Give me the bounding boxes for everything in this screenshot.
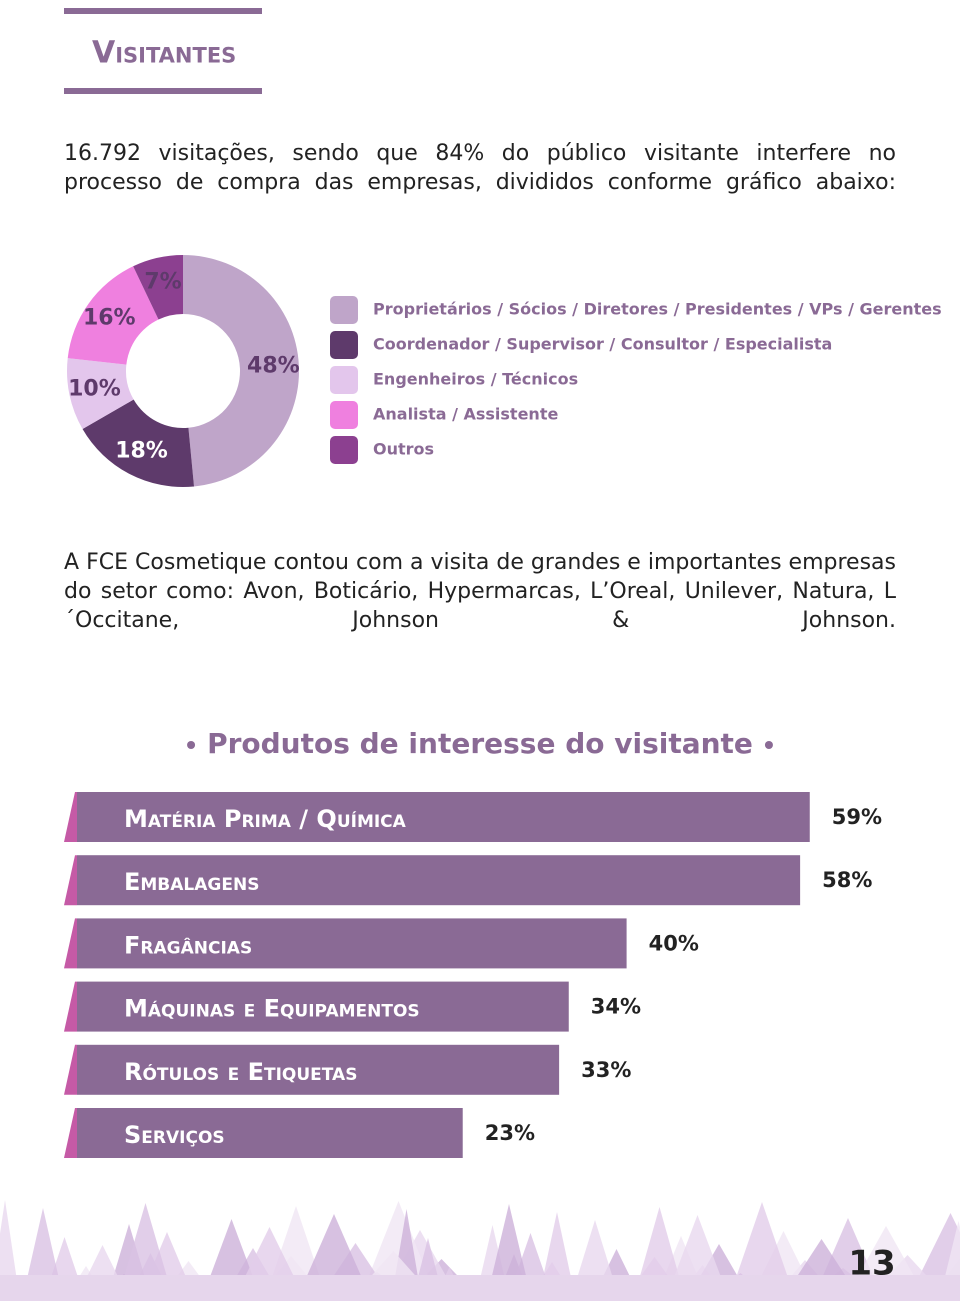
bar-accent [64,792,77,842]
bar [77,855,801,906]
rule [64,8,262,14]
legend-swatch [330,366,358,394]
bar-accent [64,918,77,969]
legend-swatch [330,296,358,324]
bar-accent [64,1108,77,1158]
legend-label: Analista / Assistente [373,405,558,424]
bar [77,918,627,969]
bar-label: Embalagens [124,868,259,896]
value-label: 34% [591,995,641,1019]
slice-label: 16% [83,306,136,331]
bar [77,981,569,1032]
bar-accent [64,981,77,1032]
rule [64,88,262,94]
bullet [764,741,773,749]
page-number: 13 [848,1244,895,1284]
legend-label: Engenheiros / Técnicos [373,370,578,389]
legend-label: Coordenador / Supervisor / Consultor / E… [373,335,832,354]
bar-label: Fragâncias [124,931,252,959]
decoration [0,1200,960,1301]
bar-accent [64,1044,77,1095]
bar-label: Máquinas e Equipamentos [124,995,420,1023]
value-label: 59% [832,805,882,829]
bar [77,792,810,842]
legend-label: Outros [373,440,434,459]
band [0,1275,960,1301]
slice-label: 18% [115,438,168,463]
section-title: Visitantes [92,36,236,71]
bar [77,1044,560,1095]
body-text: A FCE Cosmetique contou com a visita de … [64,550,896,633]
bar-label: Matéria Prima / Química [124,805,407,833]
donut-slice [183,255,299,487]
value-label: 58% [822,868,872,892]
value-label: 33% [581,1058,631,1082]
donut-slice [82,399,195,487]
value-label: 40% [649,931,699,955]
bar-accent [64,855,77,906]
bar-label: Rótulos e Etiquetas [124,1058,357,1086]
legend-swatch [330,331,358,359]
donut-slice [133,255,183,320]
intro: 16.792 visitações, sendo que 84% do públ… [64,141,896,195]
bullet [187,741,196,749]
legend-label: Proprietários / Sócios / Diretores / Pre… [373,300,942,319]
slice-label: 48% [247,354,300,379]
legend-swatch [330,436,358,464]
chart-title: Produtos de interesse do visitante [207,727,753,760]
bar [77,1108,463,1158]
donut-slice [66,358,134,429]
value-label: 23% [485,1121,535,1145]
bar-label: Serviços [124,1121,225,1149]
slice-label: 10% [68,377,121,402]
slice-label: 7% [144,270,181,295]
legend-swatch [330,401,358,429]
donut-slice [67,266,159,365]
